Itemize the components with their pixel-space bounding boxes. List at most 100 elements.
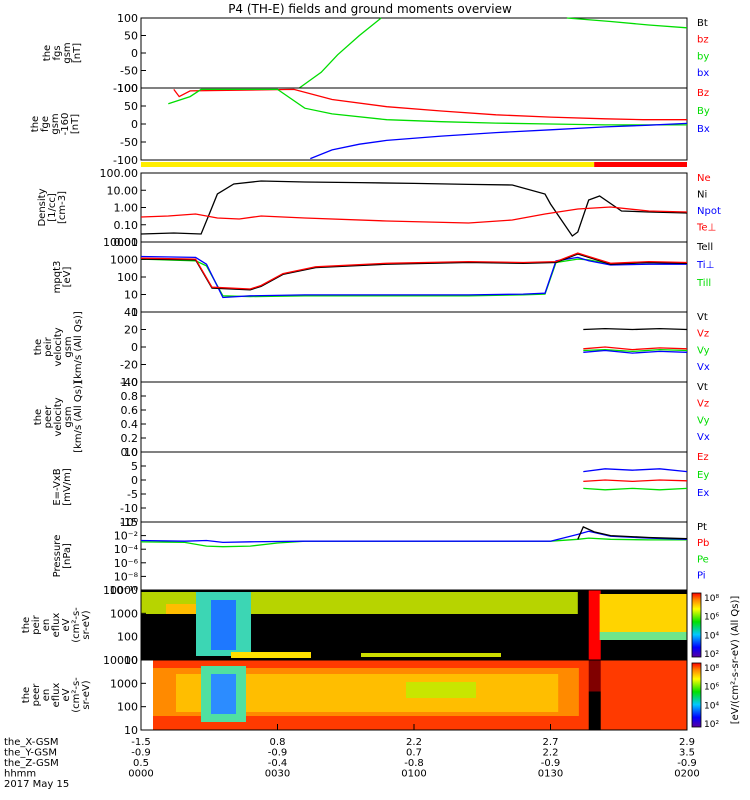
- series-line-2: [583, 479, 688, 483]
- spec-gap: [141, 660, 153, 730]
- spec-plume-core: [211, 600, 236, 650]
- y-tick-label: 1: [131, 306, 138, 319]
- legend-Vt: Vt: [697, 312, 708, 323]
- y-tick-label: -100: [113, 154, 138, 167]
- y-axis-label-line: fge: [40, 116, 51, 132]
- x-row-value: 2.2: [406, 737, 422, 748]
- legend-bx: bx: [697, 68, 709, 79]
- legend-Ti⊥: Ti⊥: [696, 260, 714, 271]
- y-axis-label: thepeirvelocitygsm[km/s (All Qs)]: [33, 311, 84, 383]
- spec-low-band-b: [361, 653, 501, 657]
- series-line-1: [168, 88, 687, 126]
- legend-Ex: Ex: [697, 488, 709, 499]
- y-tick-label: 10: [124, 654, 138, 667]
- y-tick-label: 10⁻⁸: [114, 570, 139, 583]
- y-tick-label: 10⁻²: [114, 530, 138, 543]
- y-axis-label-line: mpqt3: [52, 261, 63, 294]
- series-line-3: [140, 252, 688, 290]
- x-row-value: -0.9: [268, 748, 288, 759]
- y-axis-label-line: eflux: [51, 683, 62, 708]
- series-line-2: [583, 349, 688, 354]
- y-tick-label: 50: [124, 30, 138, 43]
- y-tick-label: 0.0: [121, 446, 139, 459]
- panel-temperature: 10000 1000 100 10 1 mpqt3[eV] Tell Ti⊥ Till: [52, 236, 714, 319]
- y-tick-label: 1.00: [114, 202, 139, 215]
- y-axis-label-line: peir: [31, 614, 42, 634]
- y-tick-label: 1000: [110, 677, 138, 690]
- y-axis-label-line: gsm: [62, 42, 73, 63]
- y-axis-label-line: velocity: [53, 397, 64, 436]
- colorbar-tick-label: 10⁸: [704, 594, 719, 604]
- plot-title: P4 (TH-E) fields and ground moments over…: [228, 2, 512, 16]
- legend-Pe: Pe: [697, 554, 709, 565]
- y-axis-label-line: the: [21, 687, 32, 703]
- y-axis-label-line: (cm²-s-: [71, 607, 82, 643]
- legend-Bz: Bz: [697, 88, 709, 99]
- x-row-value: -0.8: [404, 758, 424, 769]
- x-row-value: 0.5: [133, 758, 149, 769]
- y-tick-label: 100: [117, 631, 138, 644]
- legend-Till: Till: [696, 278, 711, 289]
- spec-green-strip: [599, 632, 687, 640]
- spec-red-column: [588, 590, 601, 660]
- legend-Ni: Ni: [697, 189, 707, 200]
- y-axis-label-line: eV: [61, 688, 72, 701]
- y-tick-label: 1.0: [121, 376, 139, 389]
- spectrogram-peir_spec: [141, 590, 687, 660]
- y-axis-label: thefgsgsm[nT]: [42, 42, 83, 63]
- x-row-value: -0.4: [268, 758, 288, 769]
- series-line-1: [583, 348, 688, 353]
- x-row-value: 0030: [265, 769, 290, 780]
- mode-bar: [141, 162, 687, 167]
- x-row-value: 0130: [538, 769, 563, 780]
- series-line-0: [583, 468, 688, 473]
- colorbar-label: [eV/(cm²-s-sr-eV) (All Qs)]: [730, 596, 741, 725]
- series-line-1: [140, 255, 687, 299]
- x-row-value: 2.9: [679, 737, 695, 748]
- legend-Vy: Vy: [697, 345, 710, 356]
- x-row-value: -1.5: [131, 737, 151, 748]
- legend-Tell: Tell: [696, 242, 713, 253]
- panel-frame: [140, 17, 688, 89]
- y-tick-label: -15: [120, 516, 138, 529]
- x-row-value: 0.7: [406, 748, 422, 759]
- y-tick-label: 0.6: [121, 404, 139, 417]
- panel-frame: [140, 87, 688, 161]
- legend-Ez: Ez: [697, 452, 709, 463]
- y-tick-label: 100: [117, 12, 138, 25]
- colorbar-tick-label: 10²: [704, 650, 719, 660]
- y-tick-label: 10.00: [107, 184, 139, 197]
- legend-By: By: [697, 106, 710, 117]
- y-axis-label: thepeervelocitygsm[km/s (All Qs)]: [33, 381, 84, 453]
- x-row-value: 0100: [401, 769, 426, 780]
- x-row-value: 0000: [128, 769, 153, 780]
- y-tick-label: 1000: [110, 607, 138, 620]
- x-row-value: 2.7: [543, 737, 559, 748]
- legend-Npot: Npot: [697, 206, 721, 217]
- panel-peir_spec: 10000 1000 100 10 thepeirenefluxeV(cm²-s-sr-…: [21, 584, 688, 667]
- legend-bz: bz: [697, 35, 709, 46]
- panel-fgs: 100 50 0 -50 -100 thefgsgsm[nT] Bt bz by bx: [42, 12, 709, 95]
- y-axis-label: Pressure[nPa]: [52, 535, 73, 578]
- spec-yellow-block: [599, 594, 687, 632]
- spec-darkred-column: [588, 660, 601, 692]
- legend-Vt: Vt: [697, 382, 708, 393]
- y-axis-label-line: Pressure: [52, 535, 63, 578]
- y-axis-label-line: [km/s (All Qs)]: [73, 381, 84, 453]
- y-tick-label: 20: [124, 324, 138, 337]
- y-axis-label-line: velocity: [53, 327, 64, 366]
- y-axis-label-line: peer: [31, 683, 42, 707]
- spectrogram-colorbars: 10⁸ 10⁶ 10⁴ 10² 10⁸ 10⁶ 10⁴ 10² [eV/(cm²-s-sr-eV…: [691, 592, 741, 730]
- y-axis-label-line: [nT]: [70, 114, 81, 134]
- legend-Pb: Pb: [697, 538, 709, 549]
- colorbar-tick-label: 10⁸: [704, 664, 719, 674]
- y-tick-label: 100: [117, 82, 138, 95]
- y-axis-label-line: eV: [61, 618, 72, 631]
- y-tick-label: 10000: [103, 584, 138, 597]
- y-tick-label: -10: [120, 502, 138, 515]
- series-line-1: [566, 17, 688, 29]
- date-label: 2017 May 15: [4, 779, 69, 790]
